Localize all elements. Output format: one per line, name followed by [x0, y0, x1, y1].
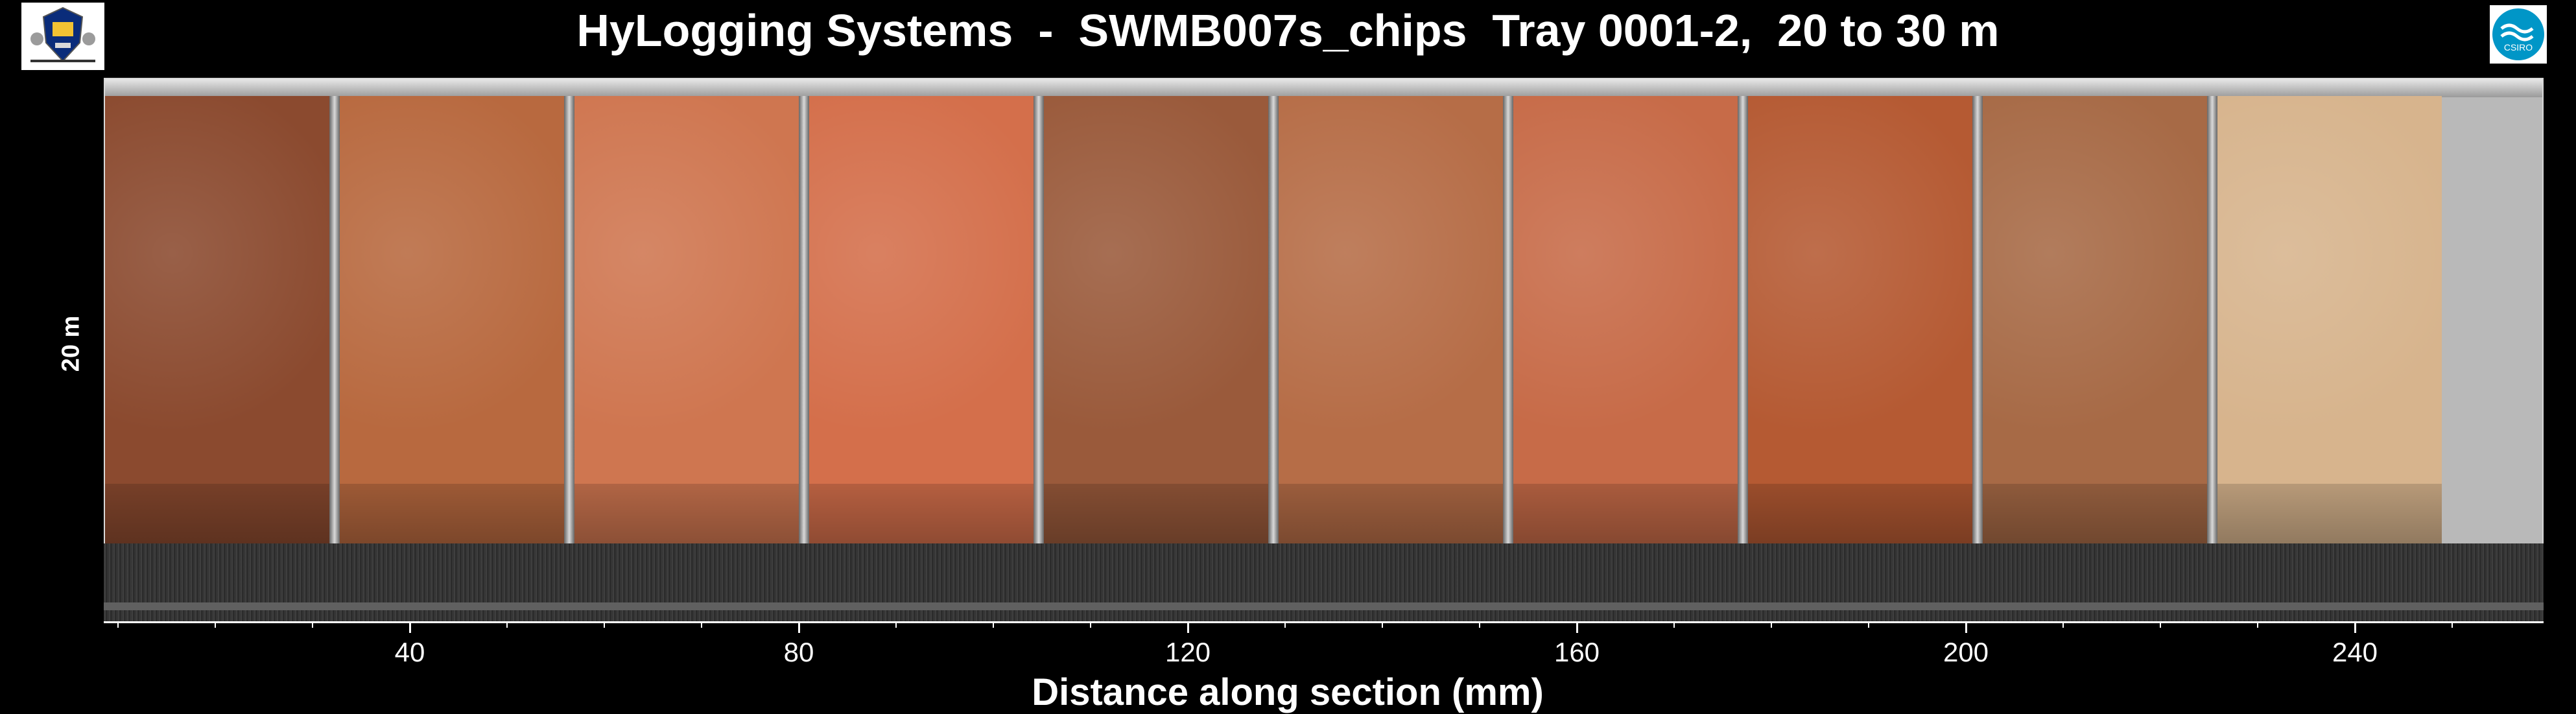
x-axis-tick-label: 120 — [1164, 637, 1211, 667]
svg-text:CSIRO: CSIRO — [2504, 42, 2533, 53]
x-axis-major-tick — [1965, 621, 1967, 633]
x-axis-minor-tick — [1868, 621, 1869, 628]
tray-compartment — [340, 96, 564, 620]
x-axis-minor-tick — [2062, 621, 2064, 628]
csiro-icon: CSIRO — [2492, 8, 2544, 60]
tray-divider — [2207, 96, 2217, 620]
x-axis-minor-tick — [2160, 621, 2161, 628]
tray-compartment — [2217, 96, 2442, 620]
x-axis-minor-tick — [215, 621, 216, 628]
x-axis-minor-tick — [1284, 621, 1286, 628]
tray-divider — [799, 96, 809, 620]
x-axis-major-tick — [2354, 621, 2356, 633]
x-axis-minor-tick — [1479, 621, 1480, 628]
tray-base-line — [104, 602, 2544, 610]
x-axis-minor-tick — [1090, 621, 1091, 628]
tray-divider — [1738, 96, 1748, 620]
tray-compartment — [105, 96, 329, 620]
x-axis-minor-tick — [895, 621, 897, 628]
tray-divider — [1503, 96, 1513, 620]
x-axis-tick-label: 160 — [1554, 637, 1600, 667]
x-axis-minor-tick — [604, 621, 605, 628]
tray-compartment — [1044, 96, 1268, 620]
tray-compartment — [1983, 96, 2207, 620]
x-axis-minor-tick — [1382, 621, 1383, 628]
x-axis-minor-tick — [2257, 621, 2258, 628]
x-axis-minor-tick — [2452, 621, 2453, 628]
tray-compartment — [1748, 96, 1972, 620]
x-axis-major-tick — [1187, 621, 1189, 633]
x-axis-tick-label: 40 — [394, 637, 425, 667]
x-axis-minor-tick — [1673, 621, 1675, 628]
x-axis-minor-tick — [701, 621, 702, 628]
tray-divider — [1268, 96, 1279, 620]
tray-top-rail — [105, 79, 2542, 97]
page-title: HyLogging Systems - SWMB007s_chips Tray … — [576, 5, 2000, 56]
tray-divider — [329, 96, 340, 620]
csiro-logo: CSIRO — [2490, 5, 2547, 64]
tray-divider — [1034, 96, 1044, 620]
x-axis-minor-tick — [117, 621, 119, 628]
tray-divider — [564, 96, 574, 620]
tray-compartment — [809, 96, 1034, 620]
x-axis-major-tick — [798, 621, 800, 633]
government-crest-logo — [21, 3, 104, 70]
x-axis-minor-tick — [506, 621, 508, 628]
tray-compartment — [1279, 96, 1503, 620]
x-axis-tick-label: 240 — [2332, 637, 2378, 667]
crest-icon — [30, 6, 95, 62]
tray-divider — [1972, 96, 1983, 620]
depth-label: 20 m — [57, 315, 85, 372]
tray-compartment — [1513, 96, 1738, 620]
x-axis-major-tick — [409, 621, 411, 633]
x-axis-tick-label: 200 — [1943, 637, 1989, 667]
x-axis-minor-tick — [993, 621, 994, 628]
tray-compartment — [574, 96, 799, 620]
x-axis-major-tick — [1576, 621, 1578, 633]
x-axis-label: Distance along section (mm) — [1032, 671, 1544, 713]
x-axis-tick-label: 80 — [783, 637, 814, 667]
x-axis-minor-tick — [312, 621, 313, 628]
x-axis-minor-tick — [1771, 621, 1772, 628]
x-axis-line — [104, 621, 2544, 623]
